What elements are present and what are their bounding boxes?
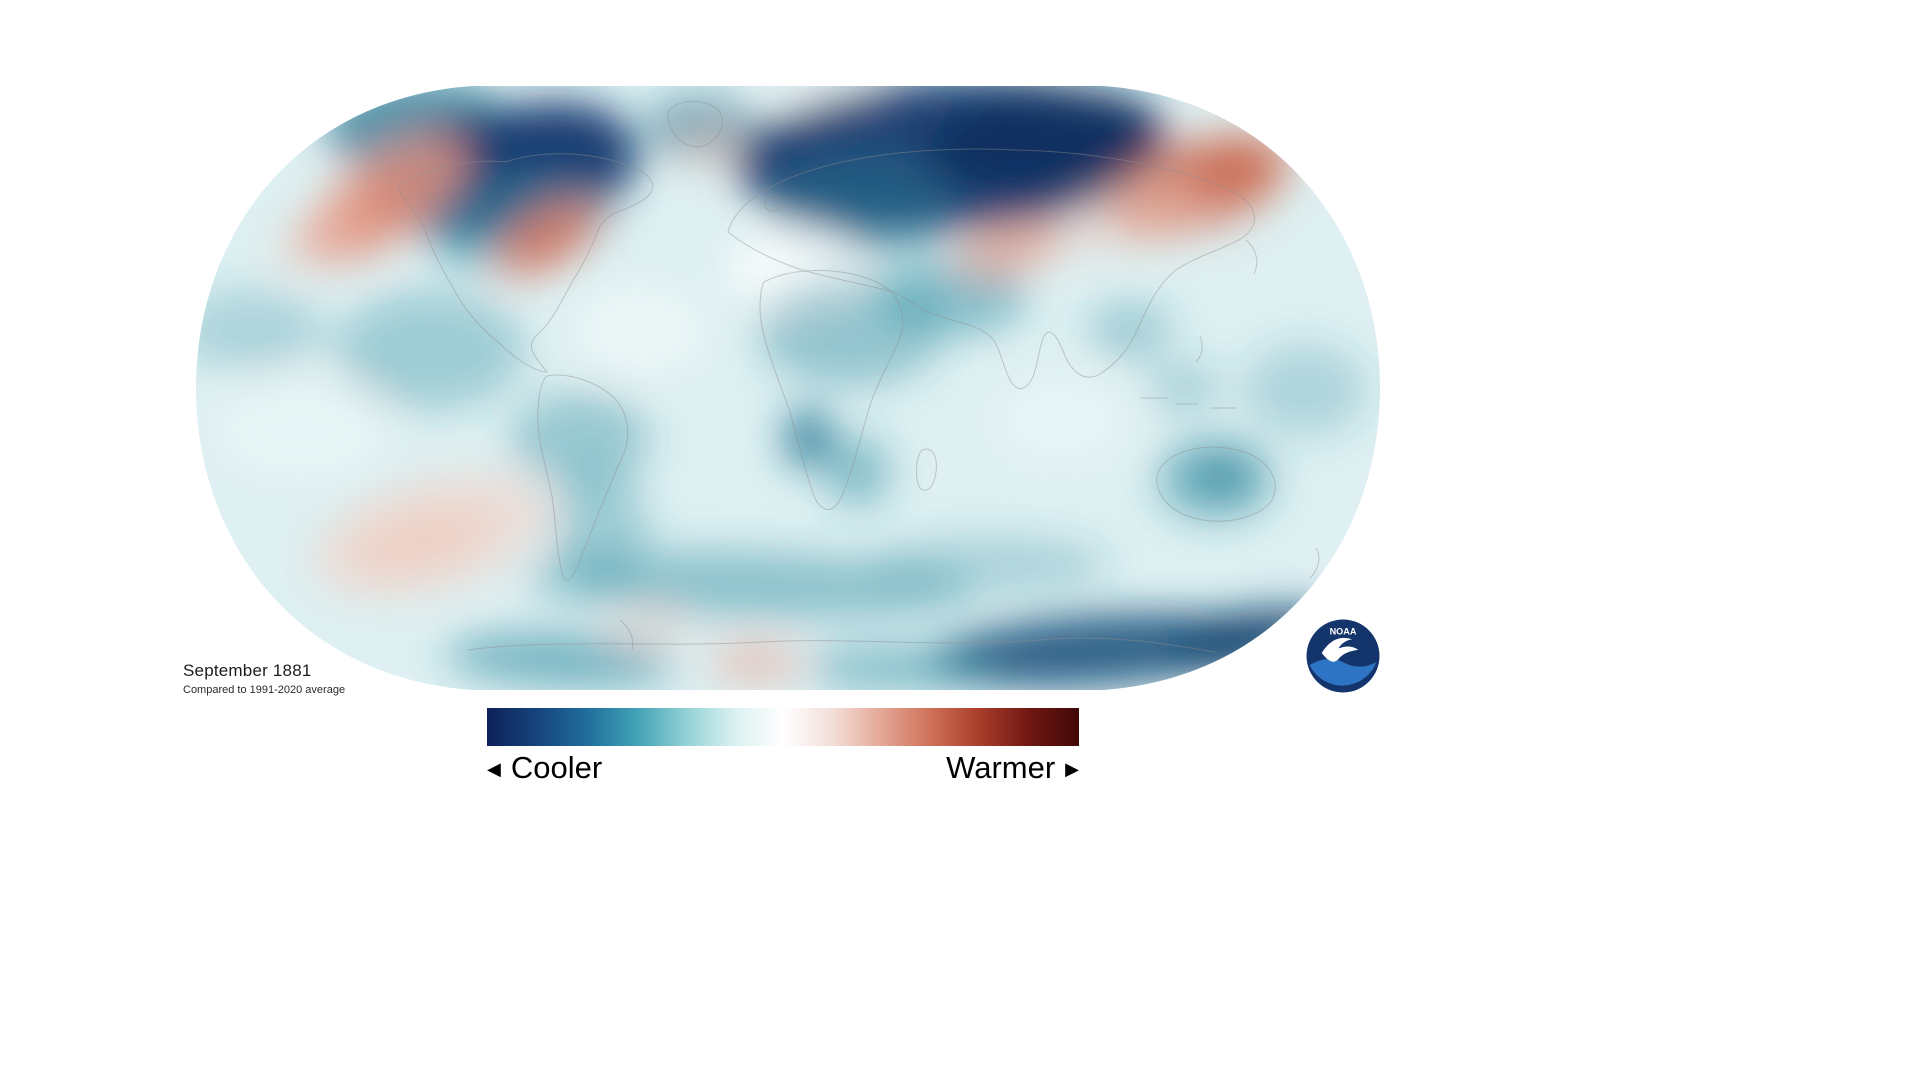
noaa-gull-icon — [1321, 637, 1359, 662]
coastline-philippines — [1195, 335, 1203, 363]
coastline-antarctic-peninsula — [619, 619, 634, 651]
coastlines — [397, 100, 1320, 653]
cooler-text: Cooler — [510, 750, 603, 785]
caption-title: September 1881 — [183, 661, 312, 680]
coastline-greenland — [667, 100, 723, 148]
coastline-british-isles — [764, 195, 781, 212]
noaa-logo-sea — [1309, 658, 1377, 686]
caption-subtitle: Compared to 1991-2020 average — [183, 684, 346, 696]
anomaly-field — [196, 86, 1367, 690]
cooler-arrow-icon: ◀ — [487, 759, 501, 779]
noaa-logo-text: NOAA — [1330, 627, 1357, 637]
warmer-arrow-icon: ▶ — [1065, 759, 1079, 779]
warmer-text: Warmer — [946, 750, 1056, 785]
coastline-south-america — [537, 374, 629, 581]
coastline-new-zealand — [1309, 547, 1320, 579]
coastline-africa — [759, 269, 904, 510]
coastline-japan — [1245, 239, 1258, 275]
cooler-label: ◀ Cooler — [487, 750, 602, 786]
coastline-eurasia — [727, 148, 1255, 389]
coastline-indonesia — [1140, 397, 1236, 409]
noaa-logo: NOAA — [1306, 619, 1380, 693]
anomaly-blobs — [196, 86, 1367, 690]
legend-labels: ◀ Cooler Warmer ▶ — [487, 750, 1079, 786]
colorbar — [487, 708, 1079, 746]
coastline-north-america — [397, 153, 654, 373]
coastline-australia — [1156, 446, 1276, 522]
warmer-label: Warmer ▶ — [946, 750, 1079, 786]
coastline-antarctica — [467, 637, 1216, 653]
coastline-madagascar — [916, 448, 937, 491]
map-caption: September 1881 Compared to 1991-2020 ave… — [183, 661, 345, 696]
